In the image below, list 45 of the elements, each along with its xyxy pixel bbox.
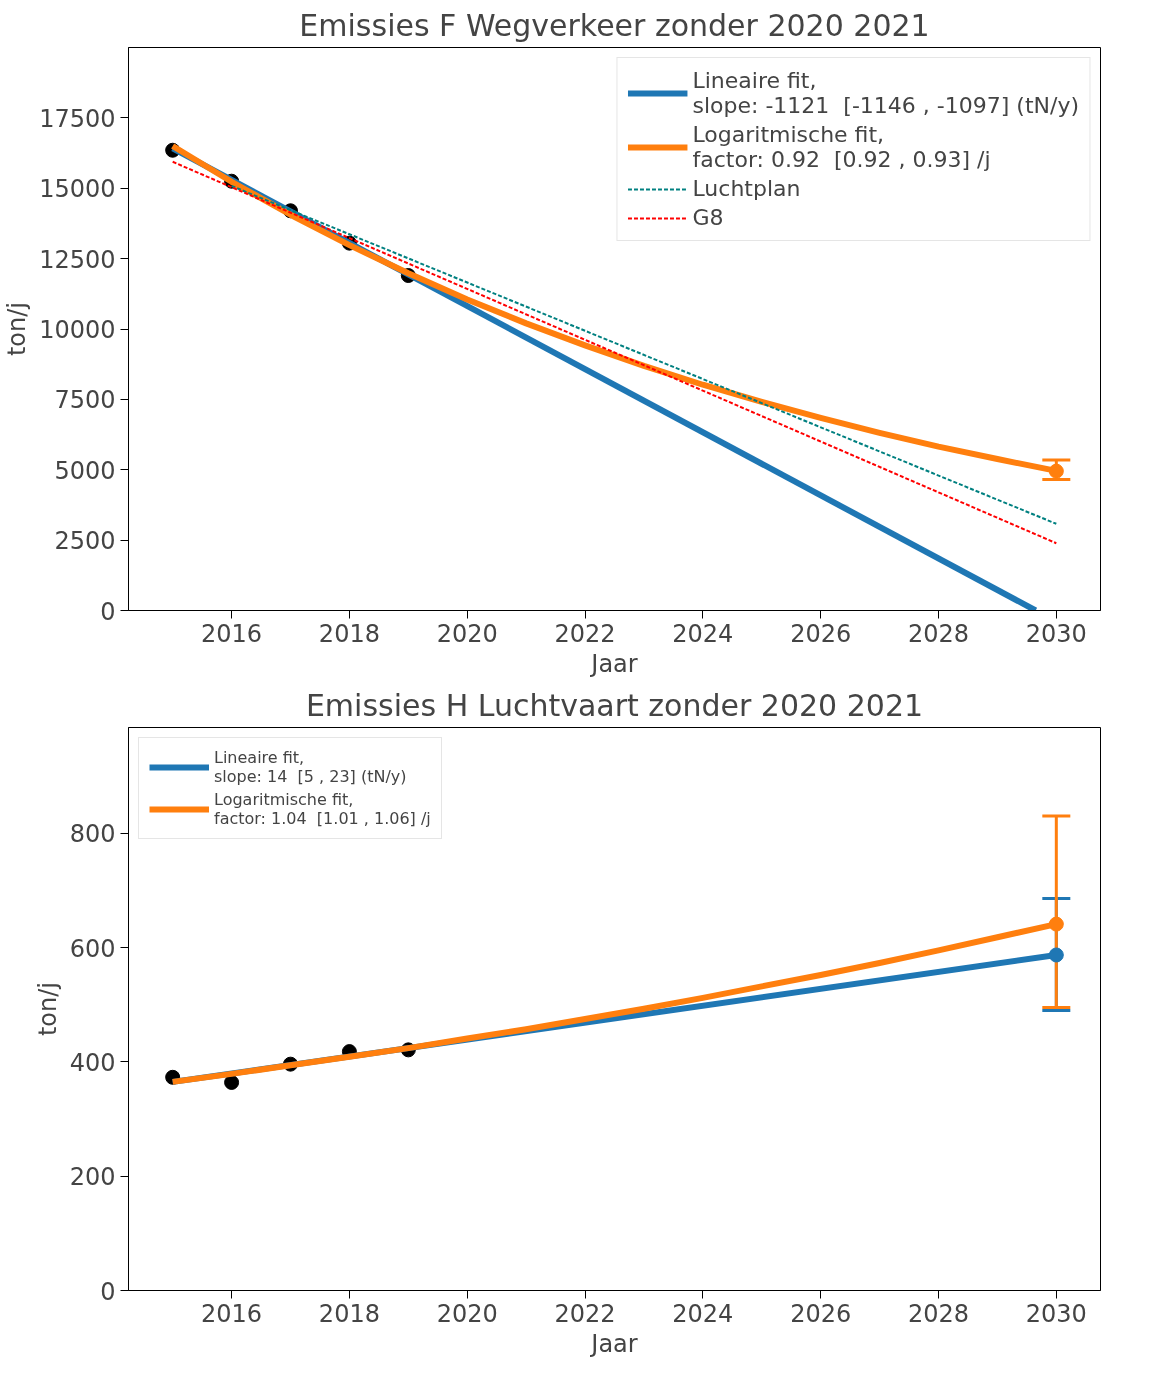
legend-label: G8 [692, 205, 724, 230]
x-tick-label: 2026 [790, 1299, 852, 1328]
y-tick-label: 800 [69, 820, 116, 849]
x-axis-title: Jaar [589, 649, 638, 678]
chart-title: Emissies H Luchtvaart zonder 2020 2021 [305, 687, 924, 723]
chart-title: Emissies F Wegverkeer zonder 2020 2021 [299, 7, 930, 43]
x-tick-label: 2030 [1025, 1299, 1087, 1328]
x-tick-label: 2024 [672, 1299, 734, 1328]
y-tick-label: 5000 [54, 456, 116, 485]
x-axis-title: Jaar [589, 1329, 638, 1358]
y-tick-label: 600 [69, 934, 116, 963]
legend-label: Luchtplan [692, 176, 801, 201]
legend-label: Lineaire fit, slope: -1121 [-1146 , -1097] (tN/y) [692, 68, 1079, 118]
y-tick-label: 200 [69, 1163, 116, 1192]
y-tick-label: 10000 [39, 316, 116, 344]
y-tick-label: 15000 [39, 175, 116, 204]
x-tick-label: 2016 [201, 1299, 263, 1328]
point [1048, 947, 1064, 963]
point [224, 1074, 240, 1090]
x-tick-label: 2018 [318, 619, 380, 648]
point [1048, 916, 1064, 932]
y-axis-title: ton/j [3, 301, 32, 357]
y-tick-label: 0 [100, 597, 116, 626]
x-tick-label: 2030 [1025, 619, 1087, 648]
y-tick-label: 400 [69, 1048, 116, 1077]
y-tick-label: 7500 [54, 386, 116, 415]
y-axis-title: ton/j [33, 981, 62, 1037]
x-tick-label: 2020 [436, 619, 498, 648]
legend-label: Logaritmische fit, factor: 1.04 [1.01 , 1.06] /j [214, 790, 431, 828]
x-tick-label: 2020 [436, 1299, 498, 1328]
legend-label: Logaritmische fit, factor: 0.92 [0.92 , 0.93] /j [692, 122, 991, 172]
x-tick-label: 2026 [790, 619, 852, 648]
x-tick-label: 2024 [672, 619, 734, 648]
x-tick-label: 2022 [554, 1299, 616, 1328]
legend-label: Lineaire fit, slope: 14 [5 , 23] (tN/y) [214, 748, 407, 786]
x-tick-label: 2018 [318, 1299, 380, 1328]
y-tick-label: 12500 [39, 245, 116, 274]
point [1048, 463, 1064, 479]
y-tick-label: 2500 [54, 527, 116, 556]
y-tick-label: 17500 [39, 104, 116, 133]
x-tick-label: 2022 [554, 619, 616, 648]
x-tick-label: 2028 [907, 1299, 970, 1328]
y-tick-label: 0 [100, 1277, 116, 1306]
x-tick-label: 2016 [201, 619, 263, 648]
x-tick-label: 2028 [907, 619, 970, 648]
